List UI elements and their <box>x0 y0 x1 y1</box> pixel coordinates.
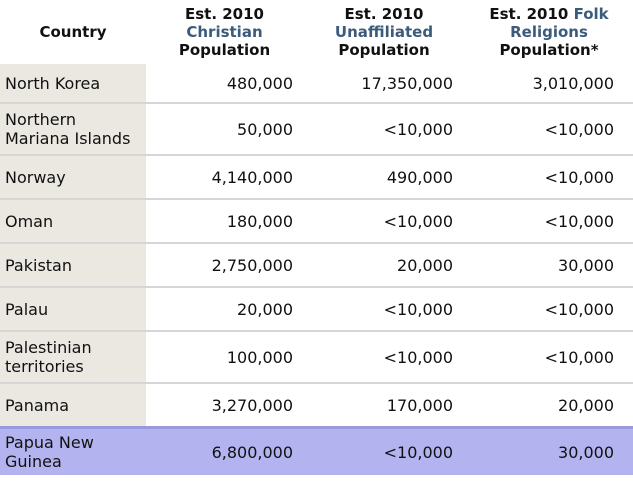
table-row: Norway 4,140,000 490,000 <10,000 <box>0 155 633 200</box>
cell-folk: <10,000 <box>465 199 633 244</box>
cell-christian: 100,000 <box>146 331 303 384</box>
cell-unaffiliated: <10,000 <box>303 199 465 244</box>
cell-unaffiliated: 17,350,000 <box>303 64 465 104</box>
cell-folk: 30,000 <box>465 243 633 288</box>
cell-christian: 2,750,000 <box>146 243 303 288</box>
cell-unaffiliated: <10,000 <box>303 426 465 475</box>
cell-unaffiliated: <10,000 <box>303 287 465 332</box>
cell-unaffiliated: 20,000 <box>303 243 465 288</box>
cell-christian: 4,140,000 <box>146 155 303 200</box>
header-folk-line3: Population* <box>499 41 599 59</box>
header-unaffiliated-line1: Est. 2010 <box>344 5 424 23</box>
country-line: Mariana Islands <box>5 129 131 148</box>
table-row: Palestinian territories 100,000 <10,000 <… <box>0 331 633 384</box>
country-line: Panama <box>5 395 70 415</box>
cell-folk: 20,000 <box>465 383 633 429</box>
header-christian-line2: Christian <box>186 23 263 41</box>
header-unaffiliated-line3: Population <box>338 41 430 59</box>
cell-unaffiliated: <10,000 <box>303 103 465 156</box>
cell-country: Oman <box>0 199 146 244</box>
cell-folk: <10,000 <box>465 155 633 200</box>
population-table: Country Est. 2010 Christian Population E… <box>0 0 633 475</box>
cell-unaffiliated: <10,000 <box>303 331 465 384</box>
header-unaffiliated[interactable]: Est. 2010 Unaffiliated Population <box>303 0 465 64</box>
table-row: North Korea 480,000 17,350,000 3,010,000 <box>0 64 633 104</box>
cell-folk: <10,000 <box>465 287 633 332</box>
cell-country: Pakistan <box>0 243 146 288</box>
header-folk-line1a: Est. 2010 <box>489 5 574 23</box>
country-line: Oman <box>5 211 54 231</box>
header-folk-line1: Est. 2010 Folk <box>465 5 633 23</box>
cell-folk: 3,010,000 <box>465 64 633 104</box>
cell-country: North Korea <box>0 64 146 104</box>
table-row: Pakistan 2,750,000 20,000 30,000 <box>0 243 633 288</box>
cell-folk: 30,000 <box>465 426 633 475</box>
cell-folk: <10,000 <box>465 331 633 384</box>
cell-christian: 20,000 <box>146 287 303 332</box>
cell-christian: 480,000 <box>146 64 303 104</box>
cell-unaffiliated: 490,000 <box>303 155 465 200</box>
header-country[interactable]: Country <box>0 0 146 64</box>
cell-christian: 3,270,000 <box>146 383 303 429</box>
header-christian[interactable]: Est. 2010 Christian Population <box>146 0 303 64</box>
header-country-label: Country <box>39 23 107 41</box>
country-line: Guinea <box>5 452 62 471</box>
cell-folk: <10,000 <box>465 103 633 156</box>
header-folk[interactable]: Est. 2010 Folk Religions Population* <box>465 0 633 64</box>
table-row: Palau 20,000 <10,000 <10,000 <box>0 287 633 332</box>
country-line: territories <box>5 357 84 376</box>
cell-christian: 180,000 <box>146 199 303 244</box>
header-folk-line1b: Folk <box>573 5 609 23</box>
header-christian-line1: Est. 2010 <box>184 5 264 23</box>
cell-country: Norway <box>0 155 146 200</box>
header-row: Country Est. 2010 Christian Population E… <box>0 0 633 64</box>
cell-country: Panama <box>0 383 146 429</box>
country-line: Pakistan <box>5 255 72 275</box>
table-row: Oman 180,000 <10,000 <10,000 <box>0 199 633 244</box>
cell-country: Palestinian territories <box>0 331 146 384</box>
table-row: Northern Mariana Islands 50,000 <10,000 <… <box>0 103 633 156</box>
cell-christian: 6,800,000 <box>146 426 303 475</box>
cell-country: Papua New Guinea <box>0 426 146 475</box>
cell-country: Northern Mariana Islands <box>0 103 146 156</box>
cell-christian: 50,000 <box>146 103 303 156</box>
country-line: Norway <box>5 167 66 187</box>
country-line: Northern <box>5 110 77 129</box>
header-folk-line2: Religions <box>510 23 588 41</box>
header-christian-line3: Population <box>178 41 271 59</box>
country-line: Palestinian <box>5 338 92 357</box>
country-line: Palau <box>5 299 49 319</box>
table-row: Panama 3,270,000 170,000 20,000 <box>0 383 633 429</box>
table-row-highlighted: Papua New Guinea 6,800,000 <10,000 30,000 <box>0 426 633 475</box>
country-line: North Korea <box>5 73 101 93</box>
header-unaffiliated-line2: Unaffiliated <box>334 23 434 41</box>
country-line: Papua New <box>5 433 94 452</box>
cell-country: Palau <box>0 287 146 332</box>
cell-unaffiliated: 170,000 <box>303 383 465 429</box>
